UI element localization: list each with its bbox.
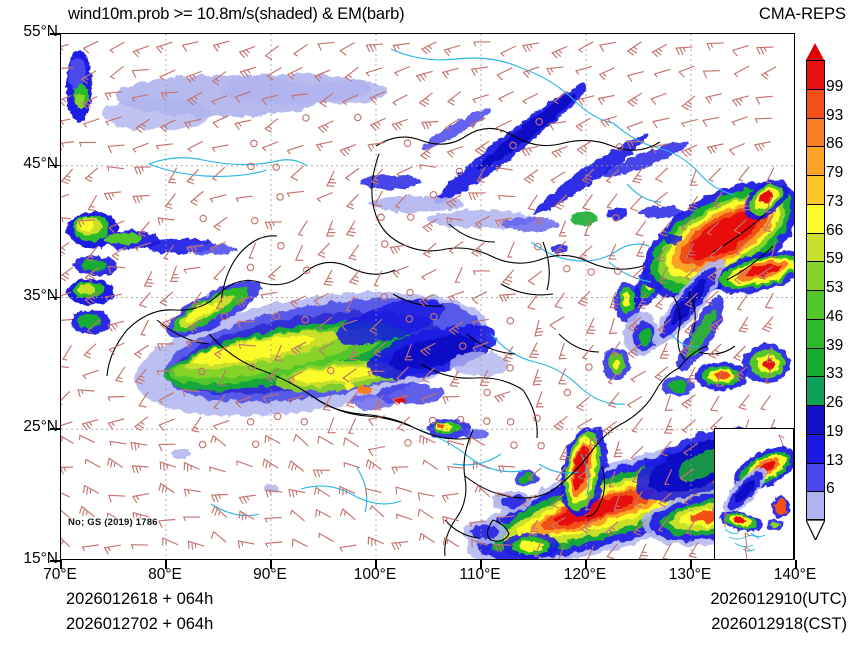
page-title: wind10m.prob >= 10.8m/s(shaded) & EM(bar… (68, 5, 405, 23)
x-tick-mark (480, 560, 482, 569)
colorbar-segment (806, 88, 825, 118)
x-tick-mark (585, 560, 587, 569)
y-tick-mark (50, 33, 60, 35)
colorbar-tick-label: 79 (826, 164, 844, 181)
colorbar-segment (806, 491, 825, 520)
colorbar[interactable] (805, 43, 826, 542)
init-time-cst: 2026012702 + 064h (66, 615, 214, 633)
colorbar-tick-label: 66 (826, 221, 844, 239)
colorbar-tick-label: 39 (826, 336, 844, 354)
x-tick-label: 90°E (253, 566, 287, 583)
colorbar-segment (806, 60, 825, 89)
x-tick-mark (270, 560, 272, 569)
colorbar-segment (806, 347, 825, 377)
colorbar-over-arrow (806, 43, 824, 60)
colorbar-tick-label: 33 (826, 365, 844, 383)
inset-graphics (719, 434, 793, 559)
x-tick-label: 130°E (668, 566, 712, 583)
colorbar-tick-label: 73 (826, 192, 844, 210)
political-boundaries (106, 127, 774, 557)
x-tick-label: 70°E (43, 566, 77, 583)
valid-time-utc: 2026012910(UTC) (710, 590, 847, 608)
colorbar-tick-label: 19 (826, 422, 844, 440)
x-tick-label: 100°E (353, 566, 397, 583)
y-tick-label: 45°N (23, 154, 58, 172)
colorbar-tick-label: 53 (826, 279, 844, 296)
x-tick-label: 80°E (148, 566, 182, 583)
colorbar-segment (806, 117, 825, 147)
colorbar-segment (806, 462, 825, 492)
y-tick-mark (50, 428, 60, 430)
colorbar-segment (806, 203, 825, 233)
colorbar-tick-label: 99 (826, 77, 844, 95)
x-tick-label: 120°E (563, 566, 607, 583)
x-tick-mark (165, 560, 167, 569)
colorbar-tick-label: 26 (826, 394, 844, 411)
init-time-utc: 2026012618 + 064h (66, 590, 214, 608)
colorbar-tick-label: 46 (826, 307, 844, 325)
colorbar-segment (806, 232, 825, 262)
colorbar-tick-label: 6 (826, 480, 835, 498)
y-tick-label: 15°N (23, 550, 58, 567)
x-tick-mark (795, 560, 797, 569)
colorbar-tick-label: 86 (826, 135, 844, 153)
y-tick-mark (50, 164, 60, 167)
x-tick-mark (375, 560, 377, 569)
south-china-sea-inset (714, 428, 794, 559)
map-approval-number: No; GS (2019) 1786 (67, 517, 159, 528)
colorbar-under-arrow (805, 519, 826, 542)
map-graphics (61, 34, 794, 559)
colorbar-segment (806, 175, 825, 204)
map-plot-area[interactable]: No; GS (2019) 1786 (60, 33, 795, 560)
colorbar-segment (806, 318, 825, 348)
x-tick-label: 110°E (459, 566, 501, 583)
colorbar-tick-label: 13 (826, 451, 844, 469)
colorbar-segment (806, 146, 825, 175)
colorbar-tick-label: 93 (826, 106, 844, 124)
y-tick-mark (50, 560, 60, 562)
colorbar-tick-label: 59 (826, 250, 844, 268)
colorbar-segment (806, 261, 825, 290)
y-tick-mark (50, 296, 60, 299)
x-tick-mark (60, 560, 62, 569)
colorbar-segment (806, 376, 825, 405)
colorbar-segment (806, 405, 825, 434)
model-label: CMA-REPS (758, 5, 846, 23)
colorbar-segment (806, 433, 825, 463)
x-tick-label: 140°E (773, 566, 817, 583)
y-tick-label: 35°N (23, 286, 58, 304)
valid-time-cst: 2026012918(CST) (711, 615, 847, 633)
colorbar-segment (806, 290, 825, 319)
y-tick-label: 55°N (23, 23, 58, 40)
map-clip (61, 34, 794, 559)
y-tick-label: 25°N (23, 418, 58, 436)
x-tick-mark (690, 560, 692, 569)
